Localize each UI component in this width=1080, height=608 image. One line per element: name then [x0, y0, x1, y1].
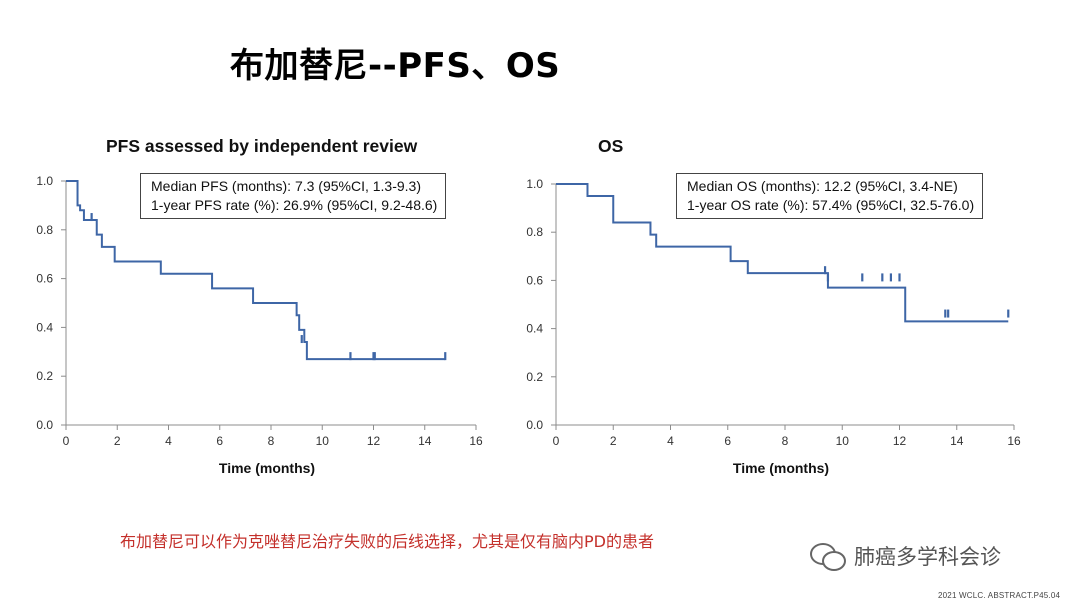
pfs-x-tick-label: 0: [63, 434, 70, 448]
source-citation: 2021 WCLC. ABSTRACT.P45.04: [938, 591, 1061, 600]
os-x-tick-label: 2: [610, 434, 617, 448]
os-y-tick-label: 1.0: [526, 177, 543, 191]
pfs-x-tick-label: 6: [216, 434, 223, 448]
os-legend-median: Median OS (months): 12.2 (95%CI, 3.4-NE): [687, 178, 958, 194]
pfs-y-tick-label: 0.4: [36, 320, 53, 334]
watermark-text: 肺癌多学科会诊: [854, 545, 1001, 569]
pfs-y-tick-label: 0.6: [36, 272, 53, 286]
os-x-axis-label: Time (months): [733, 460, 829, 476]
pfs-y-tick-label: 0.8: [36, 223, 53, 237]
os-legend-box: Median OS (months): 12.2 (95%CI, 3.4-NE)…: [676, 173, 984, 219]
os-legend-rate: 1-year OS rate (%): 57.4% (95%CI, 32.5-7…: [687, 197, 975, 213]
pfs-legend-box: Median PFS (months): 7.3 (95%CI, 1.3-9.3…: [140, 173, 447, 219]
pfs-survival-curve: [66, 180, 446, 361]
os-survival-curve: [556, 183, 1009, 323]
pfs-x-tick-label: 16: [469, 434, 483, 448]
pfs-chart-title: PFS assessed by independent review: [106, 136, 418, 156]
os-x-tick-label: 4: [667, 434, 674, 448]
pfs-x-tick-label: 14: [418, 434, 432, 448]
os-x-tick-label: 16: [1007, 434, 1021, 448]
os-x-tick-label: 10: [836, 434, 850, 448]
os-x-tick-label: 6: [724, 434, 731, 448]
slide-title: 布加替尼--PFS、OS: [230, 46, 561, 86]
os-x-tick-label: 8: [782, 434, 789, 448]
conclusion-note: 布加替尼可以作为克唑替尼治疗失败的后线选择，尤其是仅有脑内PD的患者: [120, 532, 654, 551]
pfs-y-tick-label: 0.2: [36, 369, 53, 383]
wechat-watermark: 肺癌多学科会诊: [808, 541, 1001, 571]
pfs-x-tick-label: 12: [367, 434, 381, 448]
os-x-tick-label: 12: [893, 434, 907, 448]
os-chart-title: OS: [598, 136, 624, 156]
os-y-tick-label: 0.8: [526, 225, 543, 239]
os-y-tick-label: 0.4: [526, 322, 543, 336]
os-y-tick-label: 0.6: [526, 273, 543, 287]
pfs-y-tick-label: 1.0: [36, 174, 53, 188]
pfs-x-tick-label: 10: [316, 434, 330, 448]
wechat-icon: [808, 541, 846, 571]
os-x-tick-label: 14: [950, 434, 964, 448]
pfs-y-tick-label: 0.0: [36, 418, 53, 432]
os-y-tick-label: 0.2: [526, 370, 543, 384]
pfs-x-axis-label: Time (months): [219, 460, 315, 476]
pfs-legend-rate: 1-year PFS rate (%): 26.9% (95%CI, 9.2-4…: [151, 197, 438, 213]
pfs-x-tick-label: 4: [165, 434, 172, 448]
pfs-x-tick-label: 8: [268, 434, 275, 448]
os-x-tick-label: 0: [553, 434, 560, 448]
pfs-legend-median: Median PFS (months): 7.3 (95%CI, 1.3-9.3…: [151, 178, 421, 194]
pfs-x-tick-label: 2: [114, 434, 121, 448]
os-y-tick-label: 0.0: [526, 418, 543, 432]
